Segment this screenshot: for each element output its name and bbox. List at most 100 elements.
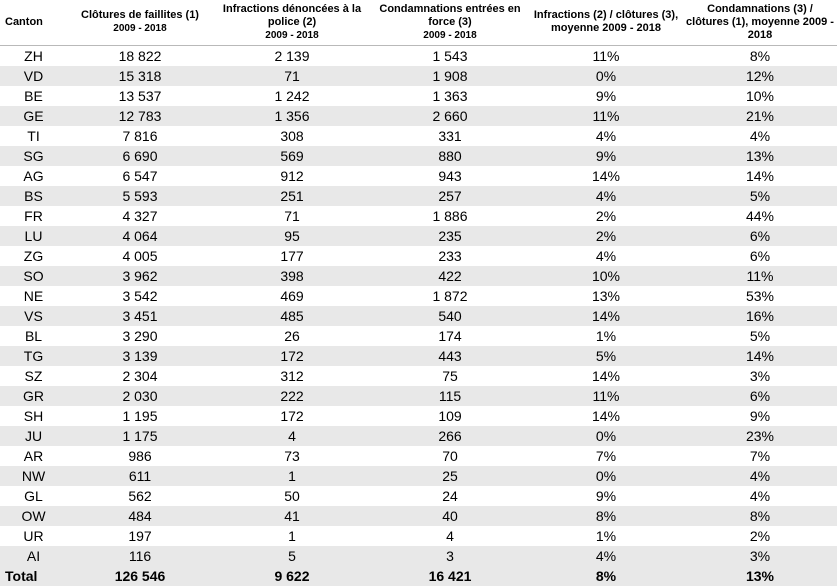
offense-ratio-cell: 0% [595,427,617,444]
conviction-ratio-cell: 6% [749,247,771,264]
offense-ratio-cell: 9% [595,87,617,104]
offenses-cell: 73 [284,447,300,464]
closures-cell: 7 816 [122,127,158,144]
table-row: NE 3 542 469 1 872 13% 53% [0,286,837,306]
canton-cell: VD [23,67,44,84]
canton-cell: AR [23,447,44,464]
offenses-cell: 1 242 [274,87,310,104]
table-row: SG 6 690 569 880 9% 13% [0,145,837,166]
canton-cell: NW [21,467,46,484]
table-row: LU 4 064 95 235 2% 6% [0,225,837,246]
offense-ratio-cell: 4% [595,187,617,204]
conviction-ratio-cell: 2% [749,527,771,544]
offense-ratio-cell: 1% [595,327,617,344]
offenses-cell: 469 [280,287,304,304]
closures-cell: 116 [128,547,152,564]
table-row: AG 6 547 912 943 14% 14% [0,166,837,186]
table-row: FR 4 327 71 1 886 2% 44% [0,206,837,226]
offense-ratio-cell: 2% [595,227,617,244]
conviction-ratio-cell: 6% [749,227,771,244]
offense-ratio-cell: 9% [595,147,617,164]
offenses-cell: 398 [280,267,304,284]
canton-cell: TG [23,347,44,364]
convictions-cell: 266 [438,427,462,444]
total-label: Total [5,567,38,584]
offense-ratio-cell: 14% [591,367,621,384]
offenses-cell: 1 [288,527,296,544]
offenses-cell: 485 [280,307,304,324]
canton-cell: OW [21,507,46,524]
table-body: ZH 18 822 2 139 1 543 11% 8% VD 15 318 71 1 908 0%… [0,45,837,566]
conviction-ratio-cell: 3% [749,367,771,384]
closures-cell: 4 327 [122,207,158,224]
offenses-cell: 1 356 [274,107,310,124]
convictions-cell: 24 [442,487,458,504]
table-row: SO 3 962 398 422 10% 11% [0,265,837,286]
canton-cell: VS [24,307,43,324]
convictions-cell: 540 [438,307,462,324]
header-period: 2009 - 2018 [265,29,319,41]
header-label: Canton [5,15,43,28]
closures-cell: 6 547 [122,167,158,184]
convictions-cell: 115 [438,387,462,404]
canton-cell: SO [23,267,44,284]
table-row: GL 562 50 24 9% 4% [0,486,837,506]
header-label: Condamnations (3) / clôtures (1), moyenn… [686,2,834,41]
table-row: BL 3 290 26 174 1% 5% [0,326,837,346]
offenses-cell: 5 [288,547,296,564]
canton-cell: GE [23,107,44,124]
closures-cell: 484 [128,507,152,524]
offenses-cell: 26 [284,327,300,344]
total-row: Total 126 546 9 622 16 421 8% 13% [0,565,837,586]
table-row: VS 3 451 485 540 14% 16% [0,305,837,326]
convictions-cell: 2 660 [432,107,468,124]
conviction-ratio-cell: 3% [749,547,771,564]
table-footer: Total 126 546 9 622 16 421 8% 13% [0,565,837,586]
convictions-cell: 880 [438,147,462,164]
offense-ratio-cell: 10% [591,267,621,284]
offense-ratio-cell: 14% [591,167,621,184]
offense-ratio-cell: 9% [595,487,617,504]
convictions-cell: 233 [438,247,462,264]
convictions-cell: 331 [438,127,462,144]
conviction-ratio-cell: 10% [745,87,775,104]
conviction-ratio-cell: 13% [745,147,775,164]
offense-ratio-cell: 1% [595,527,617,544]
convictions-cell: 174 [438,327,462,344]
closures-cell: 2 030 [122,387,158,404]
offenses-cell: 172 [280,407,304,424]
convictions-cell: 443 [438,347,462,364]
canton-cell: UR [23,527,44,544]
canton-cell: GL [24,487,43,504]
offense-ratio-cell: 11% [592,47,620,64]
convictions-cell: 1 872 [432,287,468,304]
offenses-cell: 222 [280,387,304,404]
offense-ratio-cell: 2% [595,207,617,224]
closures-cell: 1 195 [122,407,158,424]
closures-cell: 3 451 [122,307,158,324]
canton-cell: GR [23,387,44,404]
closures-cell: 4 064 [122,227,158,244]
table-row: TI 7 816 308 331 4% 4% [0,126,837,146]
canton-cell: SZ [24,367,43,384]
offense-ratio-cell: 11% [592,387,620,404]
convictions-cell: 3 [446,547,454,564]
canton-cell: SG [23,147,44,164]
canton-cell: NE [23,287,44,304]
header-closures: Clôtures de faillites (1) 2009 - 2018 [67,0,213,46]
table-row: ZG 4 005 177 233 4% 6% [0,246,837,266]
offenses-cell: 308 [280,127,304,144]
offenses-cell: 50 [284,487,300,504]
closures-cell: 6 690 [122,147,158,164]
offense-ratio-cell: 0% [595,467,617,484]
closures-cell: 3 962 [122,267,158,284]
header-label: Condamnations entrées en force (3) [379,2,521,28]
conviction-ratio-cell: 7% [749,447,771,464]
offense-ratio-cell: 14% [591,407,621,424]
closures-cell: 4 005 [122,247,158,264]
canton-cell: LU [24,227,43,244]
convictions-cell: 25 [442,467,458,484]
offense-ratio-cell: 0% [595,67,617,84]
conviction-ratio-cell: 4% [749,127,771,144]
